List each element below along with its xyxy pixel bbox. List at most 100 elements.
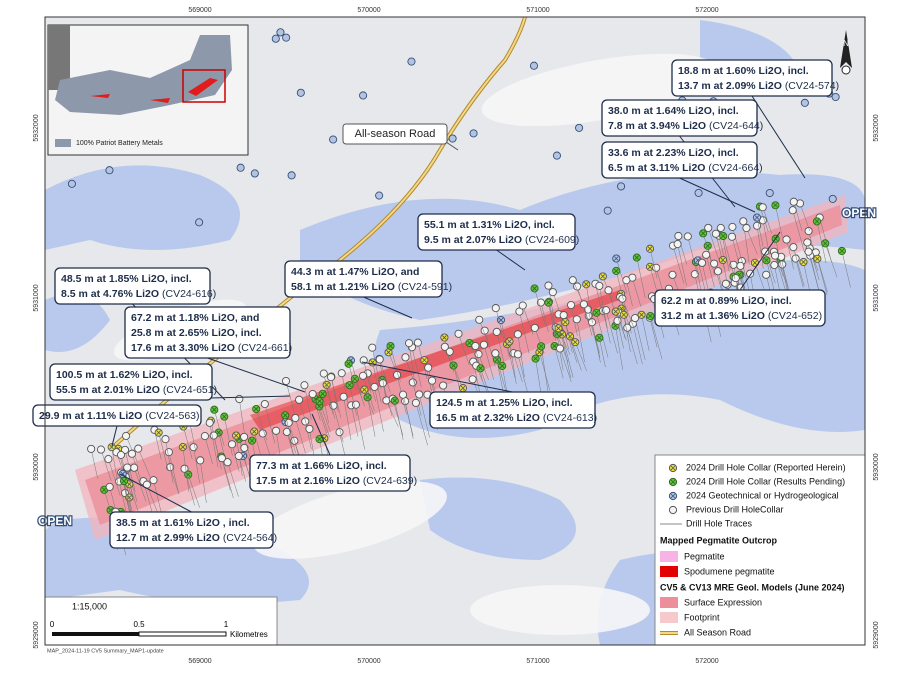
drill-collar [753, 221, 762, 230]
legend-label: All Season Road [684, 627, 751, 637]
callout-line: 29.9 m at 1.11% Li2O (CV24-563) [39, 410, 200, 422]
lake [420, 477, 576, 560]
legend-label: Spodumene pegmatite [684, 566, 775, 576]
callout-box [32, 404, 202, 427]
north-arrow: N [840, 30, 852, 75]
drill-trace [517, 334, 525, 378]
drill-trace [348, 363, 357, 390]
drill-trace [560, 333, 571, 378]
drill-collar [180, 464, 189, 473]
drill-trace [786, 239, 794, 270]
drill-collar [727, 232, 737, 241]
collar-cross [156, 430, 161, 435]
callout-result: 55.5 m at 2.01% Li2O [56, 384, 160, 396]
easting-label: 571000 [526, 658, 549, 665]
drill-collar [282, 427, 291, 437]
drill-trace [354, 378, 365, 407]
collar-cross [532, 286, 537, 291]
drill-collar [713, 267, 723, 276]
callout-box [124, 306, 291, 359]
drill-trace [364, 389, 374, 415]
callout-line: 7.8 m at 3.94% Li2O (CV24-644) [608, 120, 763, 132]
drill-trace [548, 302, 557, 341]
legend-label: Previous Drill HoleCollar [686, 504, 784, 514]
drill-trace [458, 333, 470, 365]
drill-trace [264, 403, 276, 444]
drill-trace [825, 243, 838, 278]
legend-swatch [660, 597, 678, 608]
drill-trace [617, 320, 624, 349]
drill-trace [284, 415, 296, 454]
drill-collar [513, 350, 523, 359]
drill-collar [408, 378, 417, 387]
drill-collar [698, 258, 707, 267]
callout-line: 31.2 m at 1.36% Li2O (CV24-652) [661, 310, 822, 322]
callout-result: 100.5 m at 1.62% Li2O, incl. [56, 369, 193, 381]
drill-trace [255, 408, 268, 441]
callout-line: 13.7 m at 2.09% Li2O (CV24-574) [678, 80, 839, 92]
callout-line: 16.5 m at 2.32% Li2O (CV24-613) [436, 412, 597, 424]
scale-box [44, 596, 278, 646]
drill-trace [304, 385, 312, 420]
road-label-box [342, 123, 448, 145]
callout-leader [363, 296, 413, 319]
drill-trace [708, 227, 720, 262]
drill-collar [711, 229, 720, 238]
callout-box [249, 454, 411, 492]
coordinates: 569000 569000 570000 570000 571000 571000 5720… [33, 7, 880, 665]
easting-label: 572000 [695, 7, 718, 14]
drill-trace [363, 360, 372, 393]
callout-hole: (CV24-591) [398, 281, 452, 293]
collar-cross [365, 394, 370, 400]
drill-trace [326, 384, 336, 419]
drill-trace [312, 393, 321, 421]
callout-leader [679, 177, 756, 213]
arrow [840, 30, 852, 68]
surface-expression [85, 205, 842, 525]
map-frame [44, 16, 866, 646]
collar-cross [700, 231, 706, 236]
geotech-collar [329, 135, 338, 144]
drill-trace [285, 380, 295, 414]
legend-heading: CV5 & CV13 MRE Geol. Models (June 2024) [660, 582, 845, 592]
lake [45, 165, 240, 250]
callout: 67.2 m at 1.18% Li2O, and 25.8 m at 2.65%… [124, 306, 306, 393]
collar-cross [563, 319, 568, 325]
drill-trace [475, 345, 483, 382]
drill-collar [471, 341, 480, 351]
drill-trace [323, 373, 334, 414]
drill-trace [615, 325, 623, 370]
collar-cross [494, 357, 500, 362]
drill-trace [125, 435, 138, 462]
drill-collar [668, 270, 677, 279]
drill-trace [153, 480, 163, 517]
callout-line: 62.2 m at 0.89% Li2O, incl. [661, 295, 792, 307]
drill-collar [123, 463, 132, 472]
callout-leader [119, 473, 192, 513]
callout: 29.9 m at 1.11% Li2O (CV24-563) [32, 404, 202, 447]
drill-trace [754, 262, 765, 289]
geotech-collar [828, 194, 837, 203]
drill-collar [683, 232, 692, 241]
northing-label: 5930000 [873, 453, 880, 480]
callout-hole: (CV24-563) [145, 410, 199, 422]
drill-trace [762, 207, 772, 234]
collar-cross [101, 487, 107, 493]
drill-trace [792, 210, 805, 253]
collar-cross [109, 444, 114, 450]
callout-result: 38.0 m at 1.64% Li2O, incl. [608, 105, 739, 117]
drill-collar [652, 263, 661, 272]
drill-collar [87, 444, 96, 453]
drill-trace [221, 458, 234, 499]
drill-trace [371, 347, 381, 389]
ridge [253, 481, 447, 559]
geotech-collar [765, 188, 774, 198]
callout-line: 38.0 m at 1.64% Li2O, incl. [608, 105, 739, 117]
drill-trace [513, 353, 523, 383]
drill-trace [108, 458, 121, 497]
callout-result: 17.5 m at 2.16% Li2O [256, 475, 360, 487]
collar-cross [647, 246, 653, 251]
drill-collar [196, 456, 205, 465]
collar-cross [392, 398, 398, 403]
collar-cross [222, 414, 227, 419]
